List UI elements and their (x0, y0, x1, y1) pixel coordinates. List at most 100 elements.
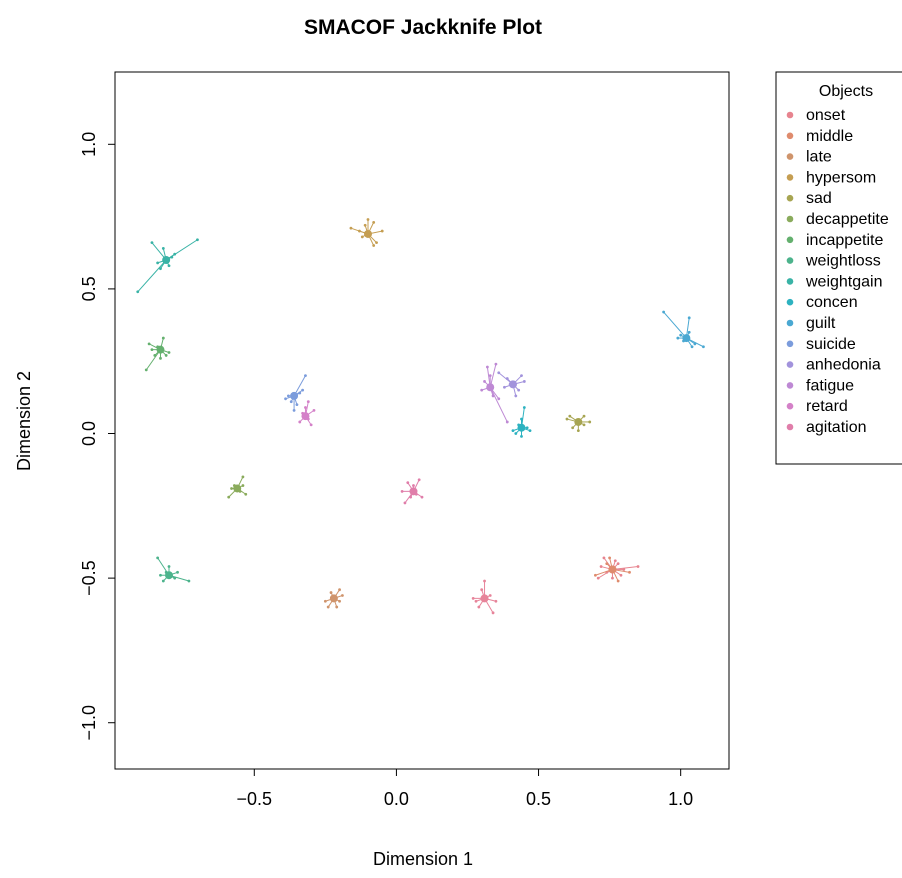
centroid-point (682, 334, 691, 343)
legend-entry: late (806, 149, 832, 166)
legend-marker (786, 382, 794, 389)
legend-marker (786, 340, 794, 348)
jackknife-point (380, 229, 384, 233)
jackknife-point (628, 570, 631, 574)
y-tick-label: 0.0 (79, 421, 99, 446)
jackknife-point (491, 611, 495, 615)
jackknife-point (349, 226, 353, 230)
jackknife-point (605, 562, 609, 566)
jackknife-point (520, 435, 523, 438)
jackknife-point (372, 220, 376, 224)
jackknife-point (611, 576, 614, 580)
x-axis-label: Dimension 1 (373, 849, 473, 869)
jackknife-point (153, 354, 157, 357)
x-tick-label: 0.0 (384, 789, 409, 809)
jackknife-point (170, 255, 174, 259)
jackknife-line (489, 387, 508, 423)
jackknife-line (137, 259, 167, 293)
legend-marker (786, 236, 794, 244)
jackknife-point (329, 591, 333, 594)
jackknife-point (517, 388, 521, 392)
jackknife-point (596, 576, 600, 580)
centroid-point (233, 484, 242, 493)
jackknife-point (588, 420, 592, 424)
legend-entry: anhedonia (806, 357, 881, 374)
legend-marker (786, 319, 794, 327)
legend-entry: concen (806, 294, 858, 311)
legend-entry: onset (806, 107, 846, 124)
legend-entry: retard (806, 398, 848, 415)
legend-entry: suicide (806, 336, 856, 353)
jackknife-point (156, 556, 160, 560)
jackknife-point (156, 261, 160, 265)
jackknife-point (522, 380, 526, 383)
jackknife-point (616, 579, 620, 583)
jackknife-point (613, 559, 617, 563)
series-retard (298, 400, 316, 427)
jackknife-point (582, 414, 586, 418)
series-hypersom (349, 218, 384, 247)
jackknife-point (497, 371, 501, 375)
jackknife-point (636, 565, 640, 568)
series-decappetite (227, 475, 248, 499)
jackknife-point (409, 495, 413, 499)
x-tick-label: 1.0 (668, 789, 693, 809)
jackknife-point (505, 377, 509, 380)
jackknife-point (576, 429, 580, 433)
jackknife-point (358, 229, 361, 233)
jackknife-point (494, 362, 498, 366)
centroid-point (508, 380, 517, 389)
jackknife-point (161, 247, 165, 250)
jackknife-point (514, 394, 518, 398)
jackknife-point (514, 432, 518, 435)
jackknife-point (693, 342, 697, 346)
jackknife-point (136, 290, 140, 294)
jackknife-line (663, 311, 687, 339)
series-suicide (284, 374, 307, 412)
centroid-point (363, 229, 372, 238)
jackknife-point (295, 403, 299, 406)
y-tick-label: 0.5 (79, 276, 99, 301)
jackknife-point (227, 495, 231, 499)
legend-entry: sad (806, 190, 832, 207)
jackknife-point (511, 429, 515, 433)
y-tick-label: −0.5 (79, 560, 99, 596)
y-axis: −1.0 −0.5 0.0 0.5 1.0 (79, 132, 116, 740)
legend-marker (786, 402, 794, 410)
jackknife-point (417, 478, 421, 482)
jackknife-point (241, 484, 245, 487)
legend-entry: incappetite (806, 232, 883, 249)
jackknife-point (662, 310, 666, 314)
legend-entry: weightgain (805, 273, 883, 290)
centroid-point (329, 594, 338, 603)
legend-entry: decappetite (806, 211, 889, 228)
jackknife-point (301, 388, 305, 392)
jackknife-point (565, 417, 569, 421)
jackknife-point (687, 330, 691, 334)
jackknife-point (167, 565, 171, 568)
centroid-point (480, 594, 489, 603)
jackknife-point (520, 417, 523, 421)
jackknife-point (676, 336, 680, 340)
jackknife-point (167, 264, 171, 268)
jackknife-point (522, 406, 526, 409)
y-tick-label: 1.0 (79, 132, 99, 157)
jackknife-point (323, 599, 327, 603)
jackknife-point (412, 484, 415, 487)
jackknife-line (145, 349, 161, 371)
legend-marker (786, 423, 794, 431)
jackknife-point (679, 333, 683, 337)
jackknife-point (568, 414, 572, 418)
legend-entry: hypersom (806, 169, 876, 186)
jackknife-point (480, 588, 484, 592)
legend-marker (786, 278, 794, 285)
jackknife-point (406, 481, 410, 485)
series-sad (565, 414, 592, 433)
jackknife-point (702, 345, 705, 349)
series-fatigue (480, 362, 509, 424)
y-axis-label: Dimension 2 (14, 371, 34, 471)
x-tick-label: −0.5 (237, 789, 273, 809)
jackknife-point (366, 218, 370, 221)
jackknife-point (403, 501, 407, 505)
jackknife-point (474, 599, 478, 603)
